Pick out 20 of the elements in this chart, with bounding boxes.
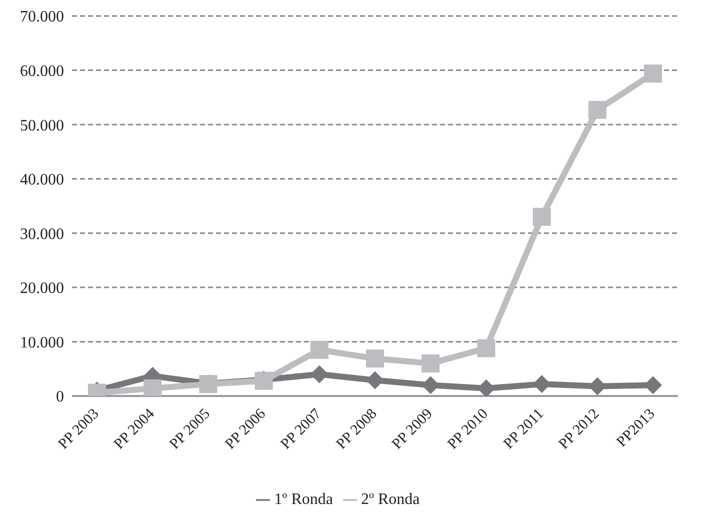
point <box>644 64 662 83</box>
point <box>588 100 606 119</box>
y-tick-label: 40.000 <box>20 172 64 189</box>
y-tick-label: 20.000 <box>20 280 64 298</box>
y-tick-label: 60.000 <box>20 62 64 80</box>
point <box>477 339 496 358</box>
point <box>144 379 162 396</box>
y-tick-label: 10.000 <box>20 334 64 352</box>
point <box>366 371 384 390</box>
point <box>532 208 551 226</box>
y-tick-label: 0 <box>56 388 64 406</box>
legend-label: 1º Ronda <box>274 491 333 508</box>
point <box>310 340 328 359</box>
y-tick-label: 70.000 <box>20 8 64 26</box>
y-tick-label: 50.000 <box>20 117 64 134</box>
point <box>422 354 440 372</box>
point <box>366 350 384 368</box>
y-tick-label: 30.000 <box>20 226 64 243</box>
legend-label: 2º Ronda <box>361 491 420 508</box>
x-tick-label: PP 2011 <box>500 406 548 452</box>
